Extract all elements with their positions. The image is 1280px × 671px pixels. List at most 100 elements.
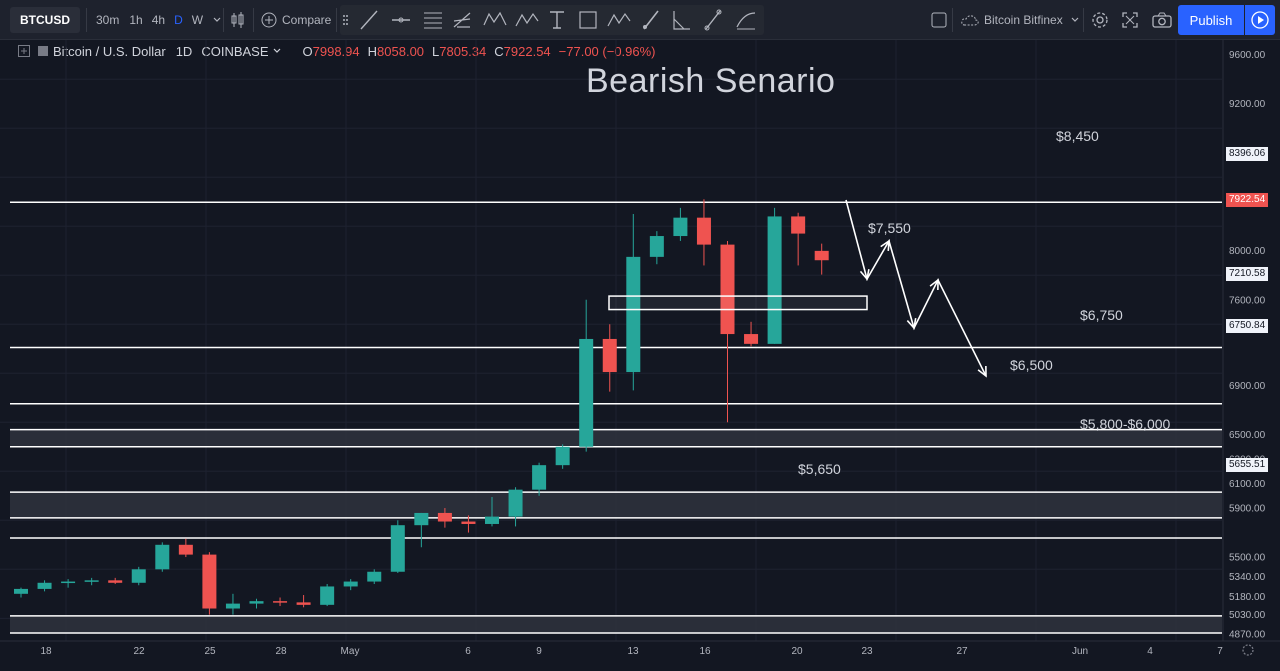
- candle-body: [108, 580, 123, 583]
- price-tick-label: 4870.00: [1229, 630, 1266, 641]
- expand-icon[interactable]: [18, 45, 30, 57]
- layout-checkbox[interactable]: [931, 0, 947, 40]
- pitchfork-icon[interactable]: [451, 5, 473, 35]
- price-tick-label: 9200.00: [1229, 99, 1266, 110]
- legend-close-label: C: [494, 43, 504, 59]
- plus-circle-icon: [261, 12, 277, 28]
- price-tick-label: 6100.00: [1229, 479, 1266, 490]
- candle-body: [178, 544, 193, 555]
- drag-handle-icon[interactable]: [342, 5, 348, 35]
- arrow-head: [906, 318, 917, 330]
- chart-title: Bearish Senario: [586, 62, 836, 100]
- legend-open: 7998.94: [312, 43, 360, 59]
- xabcd-pattern-icon[interactable]: [482, 5, 508, 35]
- candle-body: [461, 521, 476, 524]
- interval-4h[interactable]: 4h: [151, 13, 166, 27]
- elliott-wave-icon[interactable]: [514, 5, 540, 35]
- date-tick-label: May: [341, 646, 360, 657]
- interval-w[interactable]: W: [191, 13, 204, 27]
- snapshot-button[interactable]: [1152, 0, 1172, 40]
- candle-body: [14, 588, 28, 594]
- axis-settings-icon[interactable]: [1242, 644, 1254, 656]
- price-tick-label: 7600.00: [1229, 295, 1266, 306]
- annotation-5800-6000: $5,800-$6,000: [1080, 416, 1171, 432]
- candle-body: [555, 446, 570, 466]
- chevron-down-icon[interactable]: [273, 48, 281, 54]
- fullscreen-icon: [1122, 12, 1138, 28]
- annotation-8450: $8,450: [1056, 128, 1099, 144]
- compare-button[interactable]: Compare: [261, 0, 331, 40]
- date-tick-label: 13: [627, 646, 639, 657]
- zone-box: [10, 615, 1222, 634]
- chart-type-button[interactable]: [230, 0, 246, 40]
- candle-body: [767, 216, 782, 344]
- time-axis-bg: [0, 641, 1280, 671]
- candle-body: [744, 334, 759, 344]
- candle-body: [225, 603, 240, 609]
- date-tick-label: 18: [40, 646, 52, 657]
- candle-body: [791, 216, 806, 234]
- text-tool-icon[interactable]: [547, 5, 567, 35]
- brush-tool-icon[interactable]: [640, 5, 662, 35]
- layout-selector[interactable]: Bitcoin Bitfinex: [960, 0, 1079, 40]
- forecast-tool-icon[interactable]: [734, 5, 758, 35]
- candle-body: [296, 602, 311, 605]
- symbol-search-button[interactable]: BTCUSD: [10, 7, 80, 33]
- fullscreen-button[interactable]: [1122, 0, 1138, 40]
- trend-line-icon[interactable]: [358, 5, 380, 35]
- arrow-head: [977, 365, 987, 378]
- arrow-head: [859, 269, 870, 281]
- parallel-channel-icon[interactable]: [422, 5, 444, 35]
- settings-button[interactable]: [1091, 0, 1109, 40]
- candle-body: [249, 601, 264, 604]
- price-chart[interactable]: 9600.009200.008800.008000.007600.006900.…: [0, 40, 1280, 671]
- candle-body: [532, 465, 547, 490]
- chart-legend: Bitcoin / U.S. Dollar 1D COINBASE O 7998…: [18, 42, 664, 60]
- rectangle-tool-icon[interactable]: [577, 5, 599, 35]
- drawing-tools-bar: [340, 5, 764, 35]
- candle-body: [84, 580, 99, 582]
- candle-body: [367, 571, 382, 582]
- candle-body: [131, 569, 146, 583]
- arrow-head: [880, 239, 890, 252]
- candle-body: [273, 601, 288, 603]
- square-icon: [931, 12, 947, 28]
- camera-icon: [1152, 12, 1172, 28]
- horizontal-line-icon[interactable]: [390, 5, 412, 35]
- candle-body: [202, 554, 217, 609]
- price-tick-label: 8000.00: [1229, 246, 1266, 257]
- interval-d[interactable]: D: [174, 13, 183, 27]
- price-tick-label: 5180.00: [1229, 592, 1266, 603]
- symbol-logo-icon: [38, 46, 48, 56]
- price-tick-label: 5030.00: [1229, 610, 1266, 621]
- fib-tool-icon[interactable]: [670, 5, 692, 35]
- annotation-6500: $6,500: [1010, 357, 1053, 373]
- chevron-down-icon[interactable]: [213, 17, 221, 23]
- play-circle-icon: [1251, 11, 1269, 29]
- annotation-6750: $6,750: [1080, 307, 1123, 323]
- compare-label: Compare: [282, 13, 332, 27]
- pattern-tool-icon[interactable]: [606, 5, 632, 35]
- price-tag-level: 6750.84: [1226, 319, 1268, 333]
- interval-1h[interactable]: 1h: [129, 13, 143, 27]
- measure-tool-icon[interactable]: [702, 5, 724, 35]
- candle-body: [320, 586, 335, 605]
- legend-high-label: H: [367, 43, 378, 59]
- layout-name: Bitcoin Bitfinex: [984, 13, 1063, 27]
- candle-body: [579, 338, 594, 447]
- price-tick-label: 5340.00: [1229, 572, 1266, 583]
- candle-body: [508, 489, 523, 517]
- date-tick-label: 16: [699, 646, 711, 657]
- date-tick-label: Jun: [1072, 646, 1088, 657]
- candle-body: [720, 244, 735, 335]
- date-tick-label: 7: [1217, 646, 1223, 657]
- chevron-down-icon: [1071, 17, 1079, 22]
- candle-body: [485, 516, 499, 524]
- interval-30m[interactable]: 30m: [96, 13, 120, 27]
- publish-video-button[interactable]: [1245, 5, 1275, 35]
- price-tick-label: 6500.00: [1229, 430, 1266, 441]
- legend-timeframe: 1D: [175, 43, 193, 59]
- publish-button[interactable]: Publish: [1178, 5, 1244, 35]
- date-tick-label: 4: [1147, 646, 1153, 657]
- date-tick-label: 23: [861, 646, 873, 657]
